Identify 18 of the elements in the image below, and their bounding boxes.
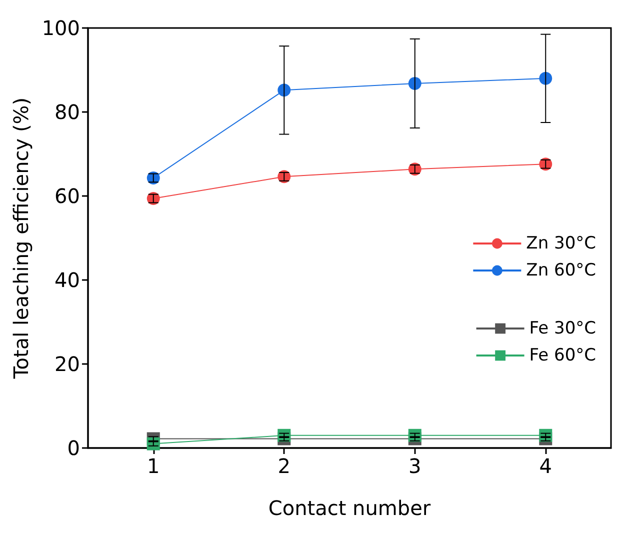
y-tick-label: 0 bbox=[67, 436, 80, 460]
y-tick-label: 20 bbox=[54, 352, 80, 376]
y-tick-label: 100 bbox=[42, 16, 80, 40]
x-axis-title: Contact number bbox=[268, 496, 432, 520]
y-tick-label: 60 bbox=[54, 184, 80, 208]
legend-label: Fe 30°C bbox=[529, 318, 596, 338]
y-axis-title: Total leaching efficiency (%) bbox=[8, 97, 33, 380]
point bbox=[539, 72, 552, 85]
x-tick-label: 4 bbox=[539, 454, 552, 478]
y-tick-label: 80 bbox=[54, 100, 80, 124]
x-tick-label: 3 bbox=[408, 454, 422, 478]
legend-label: Fe 60°C bbox=[529, 346, 596, 366]
x-tick-label: 1 bbox=[147, 454, 160, 478]
y-tick-label: 40 bbox=[54, 268, 80, 292]
x-tick-label: 2 bbox=[278, 454, 290, 478]
legend-label: Zn 60°C bbox=[526, 260, 596, 280]
point bbox=[408, 76, 422, 90]
legend-label: Zn 30°C bbox=[526, 234, 596, 254]
